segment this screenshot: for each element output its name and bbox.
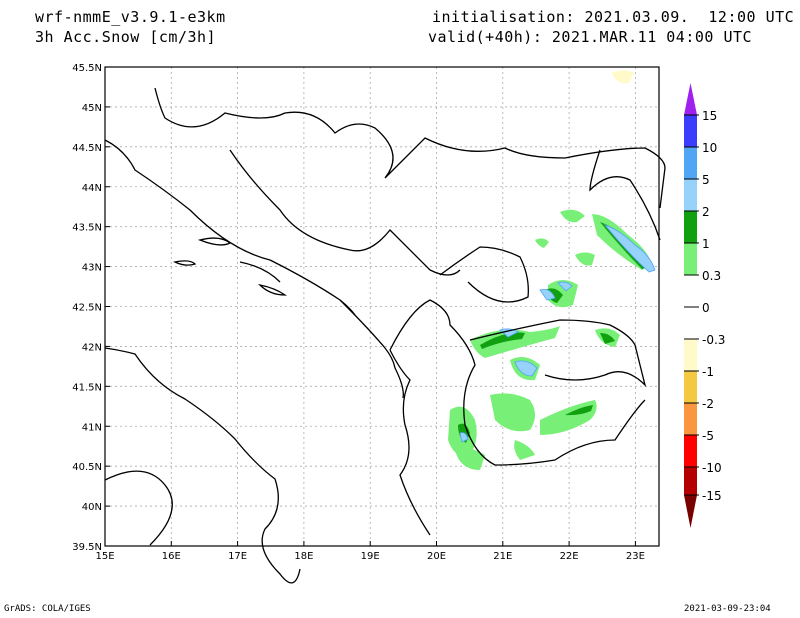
colorbar-label: 2 xyxy=(702,205,710,219)
lat-tick-label: 42.5N xyxy=(72,303,102,314)
lon-tick-label: 18E xyxy=(294,551,313,562)
lat-tick-label: 45.5N xyxy=(72,63,102,74)
colorbar-label: -15 xyxy=(702,489,722,503)
lat-tick-label: 40.5N xyxy=(72,462,102,473)
lon-tick-label: 20E xyxy=(427,551,446,562)
lat-tick-label: 41N xyxy=(82,422,102,433)
colorbar-segment xyxy=(684,147,697,179)
lat-tick-label: 42N xyxy=(82,342,102,353)
colorbar-label: 5 xyxy=(702,173,710,187)
lat-tick-label: 41.5N xyxy=(72,382,102,393)
colorbar-segment xyxy=(684,467,697,495)
lon-tick-label: 17E xyxy=(228,551,247,562)
lat-tick-label: 45N xyxy=(82,103,102,114)
colorbar-segment xyxy=(684,211,697,243)
colorbar-label: -1 xyxy=(702,365,714,379)
lat-tick-label: 43.5N xyxy=(72,223,102,234)
lat-tick-label: 39.5N xyxy=(72,542,102,553)
lon-tick-label: 23E xyxy=(626,551,645,562)
colorbar-label: -0.3 xyxy=(702,333,725,347)
colorbar-label: 10 xyxy=(702,141,717,155)
colorbar: 15 10 5 2 1 0.3 0 -0.3 -1 -2 -5 -10 -15 xyxy=(684,83,725,528)
colorbar-arrow-bottom xyxy=(684,495,697,528)
valid-time: valid(+40h): 2021.MAR.11 04:00 UTC xyxy=(428,28,753,46)
colorbar-label: -5 xyxy=(702,429,714,443)
coastlines-borders xyxy=(104,87,666,584)
colorbar-label: 1 xyxy=(702,237,710,251)
colorbar-segment xyxy=(684,243,697,275)
lon-tick-label: 16E xyxy=(162,551,181,562)
lon-tick-label: 19E xyxy=(361,551,380,562)
footer-timestamp: 2021-03-09-23:04 xyxy=(684,604,771,614)
colorbar-label: -10 xyxy=(702,461,722,475)
colorbar-label: 15 xyxy=(702,109,717,123)
initialisation-time: initialisation: 2021.03.09. 12:00 UTC xyxy=(432,8,795,26)
footer-credit: GrADS: COLA/IGES xyxy=(4,604,91,614)
lat-tick-label: 44.5N xyxy=(72,143,102,154)
lat-tick-label: 44N xyxy=(82,183,102,194)
colorbar-label: 0.3 xyxy=(702,269,721,283)
colorbar-segment xyxy=(684,115,697,147)
lon-tick-label: 21E xyxy=(493,551,512,562)
colorbar-segment xyxy=(684,339,697,371)
lat-tick-label: 43N xyxy=(82,263,102,274)
lon-tick-label: 22E xyxy=(560,551,579,562)
lon-tick-label: 15E xyxy=(95,551,114,562)
colorbar-segment xyxy=(684,403,697,435)
colorbar-label: 0 xyxy=(702,301,710,315)
snow-field xyxy=(448,70,656,470)
grid-lines xyxy=(105,67,659,546)
colorbar-segment xyxy=(684,435,697,467)
lat-tick-label: 40N xyxy=(82,502,102,513)
colorbar-segment xyxy=(684,371,697,403)
colorbar-label: -2 xyxy=(702,397,714,411)
variable-name: 3h Acc.Snow [cm/3h] xyxy=(35,28,217,46)
colorbar-arrow-top xyxy=(684,83,697,115)
model-name: wrf-nmmE_v3.9.1-e3km xyxy=(35,8,226,26)
colorbar-segment xyxy=(684,179,697,211)
